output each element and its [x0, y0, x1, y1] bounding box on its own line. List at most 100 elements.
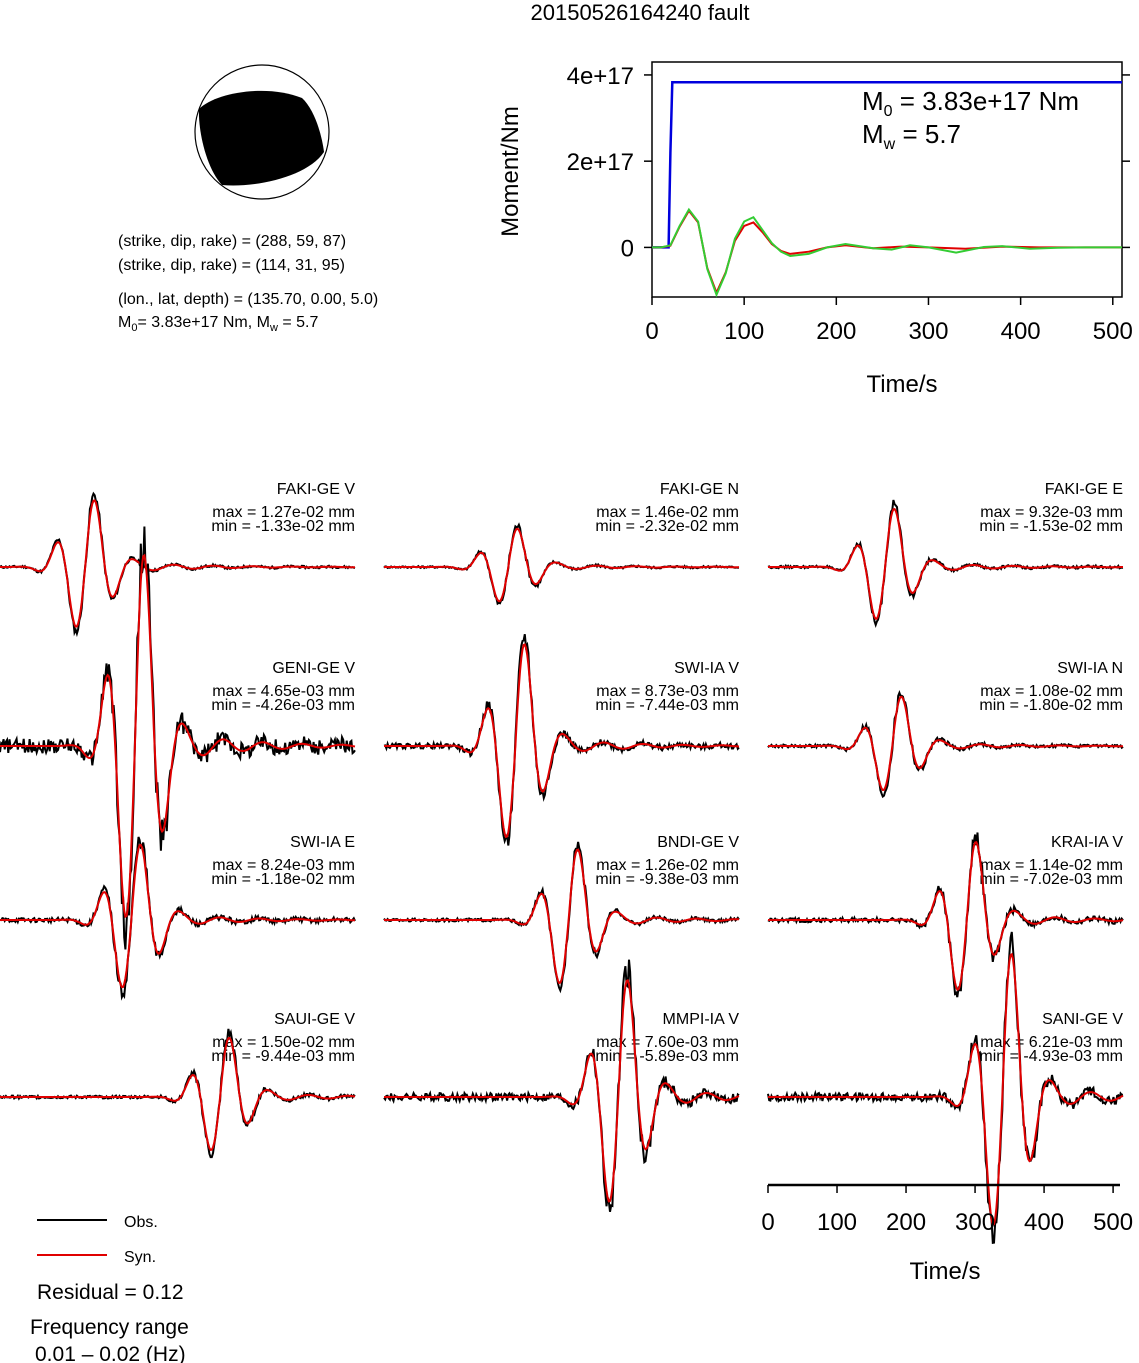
max-amplitude-label: max = 1.50e-02 mm [212, 1034, 355, 1051]
min-amplitude-label: min = -7.02e-03 mm [979, 871, 1123, 888]
moment-m0-annotation: M0 = 3.83e+17 Nm [862, 86, 1079, 120]
synthetic-waveform [384, 979, 740, 1203]
max-amplitude-label: max = 7.60e-03 mm [596, 1034, 739, 1051]
observed-waveform [767, 931, 1124, 1244]
x-tick-label: 400 [1024, 1209, 1064, 1236]
moment-rate-line-a [652, 207, 1122, 298]
residual-label: Residual = 0.12 [37, 1281, 184, 1304]
figure-title: 20150526164240 fault [531, 0, 750, 25]
station-label: SWI-IA E [290, 834, 355, 851]
max-amplitude-label: max = 1.08e-02 mm [980, 683, 1123, 700]
max-amplitude-label: max = 8.24e-03 mm [212, 857, 355, 874]
frequency-range-value: 0.01 – 0.02 (Hz) [35, 1343, 186, 1363]
legend: Obs. Syn. Residual = 0.12 Frequency rang… [30, 1214, 189, 1363]
source-location: (lon., lat, depth) = (135.70, 0.00, 5.0) [118, 291, 378, 308]
beachball [194, 64, 330, 200]
synthetic-waveform [0, 1036, 356, 1151]
observed-waveform [383, 841, 740, 994]
max-amplitude-label: max = 1.14e-02 mm [980, 857, 1123, 874]
moment-mw-annotation: Mw = 5.7 [862, 119, 961, 153]
nodal-plane-2: (strike, dip, rake) = (114, 31, 95) [118, 257, 345, 274]
synthetic-waveform [0, 553, 356, 919]
moment-rate-plot: 0 100 200 300 400 500 0 2e+17 4e+17 Time/s Moment/… [497, 61, 1133, 398]
synthetic-waveform [768, 952, 1124, 1227]
synthetic-waveform [768, 695, 1123, 792]
y-tick-label: 2e+17 [567, 149, 634, 176]
x-tick-label: 300 [955, 1209, 995, 1236]
beachball-compressional-quadrant [198, 90, 324, 186]
station-label: SWI-IA N [1057, 660, 1123, 677]
station-label: BNDI-GE V [657, 834, 739, 851]
station-label: FAKI-GE V [277, 481, 356, 498]
synthetic-waveform [768, 840, 1124, 991]
observed-waveform [383, 959, 740, 1212]
max-amplitude-label: max = 1.46e-02 mm [596, 504, 739, 521]
y-tick-label: 4e+17 [567, 63, 634, 90]
station-label: SWI-IA V [674, 660, 739, 677]
station-label: MMPI-IA V [663, 1011, 740, 1028]
x-tick-label: 200 [816, 318, 856, 345]
x-tick-label: 0 [645, 318, 658, 345]
min-amplitude-label: min = -7.44e-03 mm [595, 697, 739, 714]
x-tick-label: 0 [761, 1209, 774, 1236]
x-tick-label: 300 [908, 318, 948, 345]
min-amplitude-label: min = -1.18e-02 mm [211, 871, 355, 888]
min-amplitude-label: min = -5.89e-03 mm [595, 1048, 739, 1065]
min-amplitude-label: min = -9.44e-03 mm [211, 1048, 355, 1065]
x-tick-label: 200 [886, 1209, 926, 1236]
x-tick-label: 500 [1093, 1209, 1133, 1236]
x-axis-label: Time/s [866, 371, 937, 398]
station-label: FAKI-GE N [660, 481, 739, 498]
station-label: SANI-GE V [1042, 1011, 1123, 1028]
max-amplitude-label: max = 9.32e-03 mm [980, 504, 1123, 521]
station-label: FAKI-GE E [1045, 481, 1123, 498]
min-amplitude-label: min = -1.33e-02 mm [211, 518, 355, 535]
legend-obs-label: Obs. [124, 1214, 158, 1231]
waveform-time-axis: 0 100 200 300 400 500 Time/s [761, 1183, 1133, 1285]
min-amplitude-label: min = -4.26e-03 mm [211, 697, 355, 714]
nodal-plane-1: (strike, dip, rake) = (288, 59, 87) [118, 233, 346, 250]
frequency-range-label: Frequency range [30, 1316, 189, 1339]
x-tick-label: 100 [817, 1209, 857, 1236]
moment-plot-frame [651, 61, 1123, 298]
x-axis-label: Time/s [909, 1258, 980, 1285]
max-amplitude-label: max = 4.65e-03 mm [212, 683, 355, 700]
synthetic-waveform [0, 843, 355, 989]
x-tick-label: 100 [724, 318, 764, 345]
min-amplitude-label: min = -1.53e-02 mm [979, 518, 1123, 535]
y-axis-label: Moment/Nm [497, 106, 524, 237]
max-amplitude-label: max = 1.27e-02 mm [212, 504, 355, 521]
station-label: KRAI-IA V [1051, 834, 1123, 851]
x-tick-label: 500 [1093, 318, 1133, 345]
synthetic-waveform [384, 643, 740, 839]
min-amplitude-label: min = -2.32e-02 mm [595, 518, 739, 535]
station-label: GENI-GE V [272, 660, 355, 677]
synthetic-waveform [384, 848, 740, 985]
synthetic-waveform [384, 527, 740, 603]
legend-syn-label: Syn. [124, 1249, 156, 1266]
station-label: SAUI-GE V [274, 1011, 355, 1028]
max-amplitude-label: max = 6.21e-03 mm [980, 1034, 1123, 1051]
x-tick-label: 400 [1001, 318, 1041, 345]
y-tick-label: 0 [621, 235, 634, 262]
synthetic-waveform [768, 508, 1123, 620]
min-amplitude-label: min = -9.38e-03 mm [595, 871, 739, 888]
max-amplitude-label: max = 1.26e-02 mm [596, 857, 739, 874]
moment-summary: M0= 3.83e+17 Nm, Mw = 5.7 [118, 314, 319, 334]
max-amplitude-label: max = 8.73e-03 mm [596, 683, 739, 700]
min-amplitude-label: min = -4.93e-03 mm [979, 1048, 1123, 1065]
min-amplitude-label: min = -1.80e-02 mm [979, 697, 1123, 714]
